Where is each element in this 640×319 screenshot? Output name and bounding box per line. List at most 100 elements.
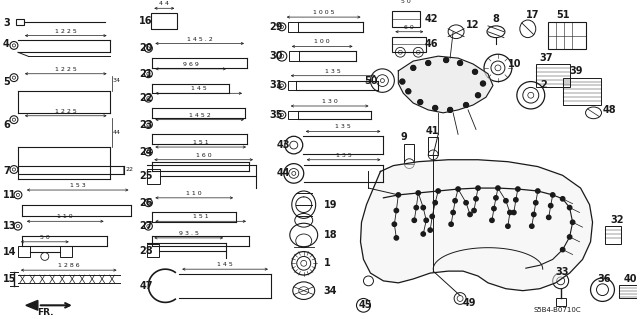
Text: FR.: FR. bbox=[38, 308, 54, 317]
Circle shape bbox=[430, 214, 435, 219]
Circle shape bbox=[428, 228, 433, 232]
Text: 3: 3 bbox=[3, 18, 10, 28]
Bar bbox=[563, 78, 600, 105]
Circle shape bbox=[476, 93, 481, 98]
Bar bbox=[18, 246, 30, 257]
Text: 1 1 0: 1 1 0 bbox=[58, 214, 73, 219]
Bar bbox=[404, 144, 414, 164]
Circle shape bbox=[468, 212, 472, 217]
Circle shape bbox=[532, 212, 536, 217]
Circle shape bbox=[447, 108, 452, 112]
Text: 1 3 5: 1 3 5 bbox=[335, 124, 351, 130]
Circle shape bbox=[451, 210, 455, 215]
Polygon shape bbox=[398, 56, 493, 113]
Circle shape bbox=[536, 189, 540, 193]
Circle shape bbox=[568, 205, 572, 210]
Text: 9 3 . 5: 9 3 . 5 bbox=[179, 231, 198, 236]
Text: 41: 41 bbox=[425, 126, 439, 137]
Text: 36: 36 bbox=[598, 274, 611, 284]
Circle shape bbox=[449, 222, 453, 226]
Text: 37: 37 bbox=[540, 53, 553, 63]
Circle shape bbox=[529, 224, 534, 228]
Text: 11: 11 bbox=[3, 190, 17, 200]
Text: 35: 35 bbox=[269, 110, 282, 120]
Text: 18: 18 bbox=[324, 230, 337, 240]
Bar bbox=[605, 226, 621, 244]
Text: 1 2 2 5: 1 2 2 5 bbox=[55, 67, 77, 72]
Text: 23: 23 bbox=[140, 120, 153, 130]
Text: 17: 17 bbox=[526, 10, 540, 20]
Text: 28: 28 bbox=[140, 246, 153, 256]
Bar bbox=[556, 299, 566, 306]
Circle shape bbox=[492, 206, 496, 211]
Text: 49: 49 bbox=[463, 298, 477, 308]
Text: 26: 26 bbox=[140, 198, 153, 208]
Text: 51: 51 bbox=[556, 10, 570, 20]
Text: 1 3 5: 1 3 5 bbox=[336, 153, 351, 158]
Text: 40: 40 bbox=[623, 274, 637, 284]
Bar bbox=[428, 137, 438, 155]
Circle shape bbox=[456, 187, 460, 191]
Circle shape bbox=[400, 79, 405, 84]
Text: 1 5 1: 1 5 1 bbox=[193, 214, 209, 219]
Circle shape bbox=[514, 198, 518, 202]
Polygon shape bbox=[360, 160, 593, 291]
Circle shape bbox=[472, 69, 477, 74]
Text: 1 4 5: 1 4 5 bbox=[191, 86, 207, 91]
Text: 1 4 5 . 2: 1 4 5 . 2 bbox=[187, 36, 212, 41]
Text: 22: 22 bbox=[140, 93, 153, 103]
Circle shape bbox=[568, 235, 572, 239]
Text: 14: 14 bbox=[3, 247, 17, 256]
Circle shape bbox=[570, 220, 575, 225]
Circle shape bbox=[444, 58, 449, 63]
Text: 31: 31 bbox=[269, 80, 282, 91]
Text: 1 6 0: 1 6 0 bbox=[196, 153, 211, 158]
Text: 6 0: 6 0 bbox=[404, 25, 414, 30]
Circle shape bbox=[550, 193, 555, 197]
Circle shape bbox=[464, 201, 468, 205]
Text: 25: 25 bbox=[140, 171, 153, 181]
Bar bbox=[288, 81, 296, 90]
Text: 1 2 8 6: 1 2 8 6 bbox=[58, 263, 79, 268]
Text: 34: 34 bbox=[324, 286, 337, 296]
Polygon shape bbox=[26, 300, 38, 310]
Text: 21: 21 bbox=[140, 69, 153, 79]
Bar bbox=[152, 13, 177, 29]
Bar bbox=[536, 64, 570, 87]
Text: 33: 33 bbox=[556, 267, 569, 277]
Circle shape bbox=[472, 208, 476, 213]
Circle shape bbox=[411, 65, 416, 70]
Text: 42: 42 bbox=[424, 14, 438, 24]
Text: 19: 19 bbox=[324, 200, 337, 210]
Text: 1 2 2 5: 1 2 2 5 bbox=[55, 29, 77, 34]
Circle shape bbox=[412, 218, 417, 222]
Bar bbox=[288, 22, 298, 32]
Text: 34: 34 bbox=[113, 78, 120, 83]
Text: 6: 6 bbox=[3, 120, 10, 130]
Circle shape bbox=[476, 186, 480, 190]
Text: 1 4 5: 1 4 5 bbox=[217, 262, 233, 267]
Text: 1 3 0: 1 3 0 bbox=[322, 99, 337, 104]
Circle shape bbox=[508, 210, 512, 215]
Circle shape bbox=[394, 236, 399, 240]
Text: 48: 48 bbox=[602, 105, 616, 115]
Circle shape bbox=[426, 61, 431, 65]
Bar bbox=[392, 11, 420, 27]
Text: 43: 43 bbox=[277, 140, 291, 150]
Circle shape bbox=[406, 89, 411, 94]
Circle shape bbox=[547, 215, 551, 219]
Text: 29: 29 bbox=[269, 22, 282, 32]
Circle shape bbox=[490, 218, 494, 222]
Circle shape bbox=[418, 100, 423, 105]
Text: 5: 5 bbox=[3, 77, 10, 86]
Text: 32: 32 bbox=[611, 215, 624, 225]
Text: 1 2 2 5: 1 2 2 5 bbox=[55, 109, 77, 114]
Text: 5 0: 5 0 bbox=[401, 0, 411, 4]
Text: 1: 1 bbox=[324, 258, 330, 268]
Text: 2: 2 bbox=[540, 80, 547, 91]
Text: 50: 50 bbox=[365, 76, 378, 85]
Text: 15: 15 bbox=[3, 274, 17, 284]
Text: 1 5 3: 1 5 3 bbox=[70, 183, 86, 188]
Circle shape bbox=[481, 81, 486, 86]
Bar bbox=[147, 168, 161, 184]
